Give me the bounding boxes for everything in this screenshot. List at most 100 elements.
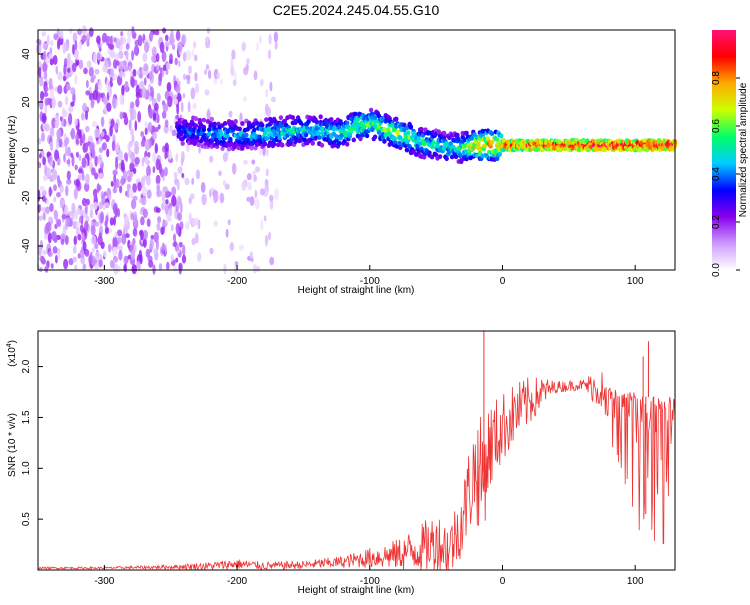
noise-speckle: [164, 190, 170, 199]
noise-speckle: [98, 147, 104, 153]
ridge-cell: [262, 141, 268, 147]
noise-speckle: [38, 244, 42, 257]
noise-speckle: [191, 218, 197, 227]
ridge-cell: [394, 116, 399, 122]
noise-speckle: [112, 169, 118, 176]
noise-speckle: [41, 112, 47, 124]
ridge-cell: [372, 115, 378, 120]
ridge-cell: [222, 121, 228, 126]
ridge-cell: [444, 141, 449, 146]
noise-speckle: [274, 41, 278, 50]
noise-speckle: [142, 52, 148, 62]
noise-speckle: [94, 262, 99, 271]
noise-speckle: [53, 184, 57, 192]
noise-speckle: [49, 203, 54, 212]
ridge-cell: [422, 154, 427, 160]
noise-speckle: [90, 98, 95, 106]
noise-speckle: [84, 182, 90, 192]
noise-speckle: [194, 232, 199, 244]
noise-speckle: [88, 27, 94, 38]
noise-speckle: [40, 132, 46, 142]
noise-speckle: [243, 66, 249, 76]
ridge-cell: [314, 119, 319, 125]
noise-speckle: [86, 39, 90, 47]
ridge-cell: [467, 151, 472, 157]
noise-speckle: [223, 263, 227, 275]
noise-speckle: [80, 112, 85, 121]
noise-speckle: [173, 171, 178, 179]
noise-speckle: [132, 237, 136, 246]
noise-speckle: [218, 170, 222, 177]
noise-speckle: [186, 143, 190, 153]
noise-speckle: [164, 34, 169, 42]
noise-speckle: [197, 219, 201, 230]
noise-speckle: [54, 119, 60, 129]
ridge-cell: [406, 130, 411, 136]
noise-speckle: [174, 57, 178, 66]
noise-speckle: [242, 159, 249, 165]
noise-speckle: [48, 186, 52, 197]
noise-speckle: [68, 258, 74, 266]
noise-speckle: [213, 192, 218, 204]
ridge-cell: [407, 144, 412, 149]
noise-speckle: [72, 256, 77, 263]
noise-speckle: [84, 142, 89, 152]
noise-speckle: [145, 175, 152, 187]
noise-speckle: [59, 30, 64, 40]
noise-speckle: [165, 199, 169, 205]
noise-speckle: [135, 98, 140, 108]
noise-speckle: [141, 196, 147, 206]
noise-speckle: [108, 243, 112, 253]
noise-speckle: [133, 214, 138, 226]
spectrogram-x-tick-label: 0: [500, 276, 506, 287]
noise-speckle: [64, 205, 69, 217]
noise-speckle: [68, 105, 74, 113]
noise-speckle: [57, 100, 63, 108]
ridge-cell: [436, 129, 441, 135]
noise-speckle: [84, 220, 89, 232]
noise-speckle: [121, 233, 127, 245]
noise-speckle: [109, 217, 114, 226]
ridge-cell: [327, 140, 333, 146]
ridge-cell: [196, 142, 201, 147]
noise-speckle: [156, 92, 161, 103]
noise-speckle: [85, 32, 91, 41]
noise-speckle: [44, 206, 50, 214]
noise-speckle: [263, 215, 267, 222]
noise-speckle: [74, 264, 78, 271]
noise-speckle: [64, 136, 70, 146]
spectrogram-y-tick-label: -20: [21, 190, 32, 205]
noise-speckle: [91, 235, 97, 246]
noise-speckle: [56, 38, 61, 50]
noise-speckle: [79, 248, 85, 259]
noise-speckle: [59, 116, 63, 122]
noise-speckle: [173, 240, 177, 248]
noise-speckle: [66, 179, 72, 185]
noise-speckle: [114, 141, 120, 154]
noise-speckle: [93, 52, 98, 64]
noise-speckle: [146, 189, 152, 199]
ridge-cell: [345, 141, 350, 147]
ridge-cell: [411, 149, 416, 154]
noise-speckle: [53, 196, 57, 203]
ridge-cell: [209, 116, 214, 122]
ridge-cell: [337, 140, 342, 146]
noise-speckle: [140, 229, 144, 241]
noise-speckle: [85, 125, 90, 133]
noise-speckle: [140, 139, 146, 148]
noise-speckle: [117, 236, 122, 244]
ridge-cell: [489, 140, 495, 145]
noise-speckle: [52, 54, 58, 66]
noise-speckle: [57, 253, 61, 260]
ridge-cell: [329, 117, 334, 122]
noise-speckle: [171, 195, 177, 207]
noise-speckle: [42, 61, 48, 73]
noise-speckle: [134, 156, 140, 165]
snr-panel: -300 -200 -100 0 100 0.5 1.0 1.5 2.0 Height of …: [6, 330, 676, 596]
noise-speckle: [110, 67, 115, 78]
noise-speckle: [253, 70, 258, 81]
noise-speckle: [259, 35, 262, 45]
noise-speckle: [54, 254, 58, 264]
colorbar-tick-label: 0.8: [711, 71, 722, 85]
noise-speckle: [180, 101, 184, 113]
